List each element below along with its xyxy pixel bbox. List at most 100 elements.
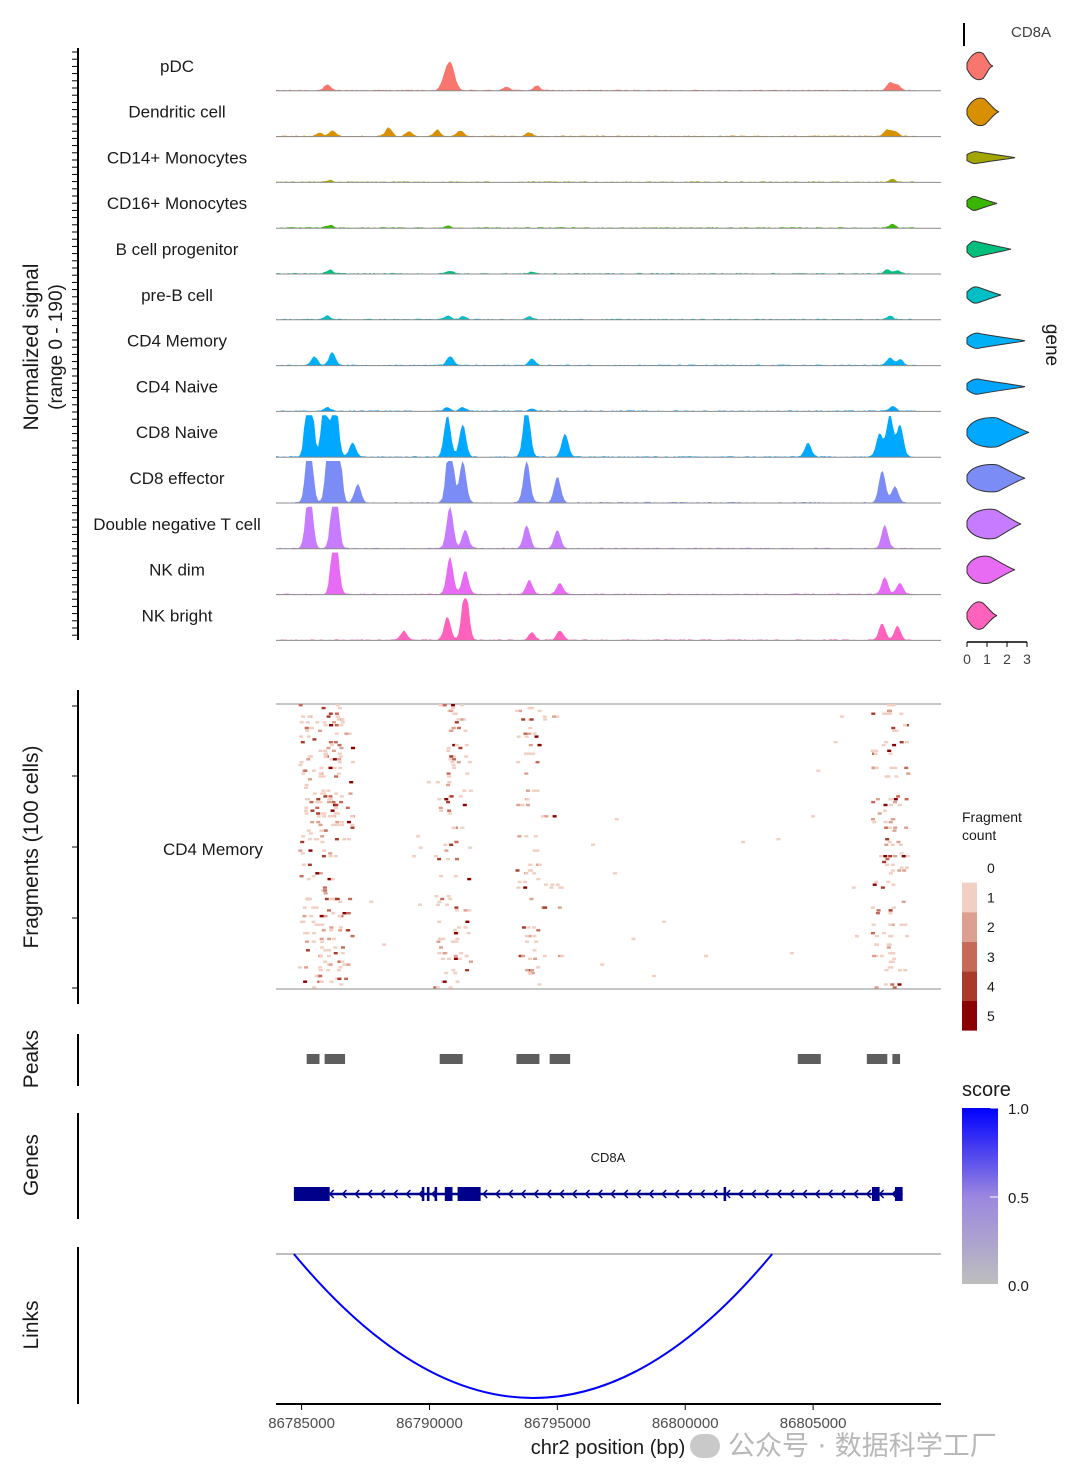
- fragment-cell: [516, 803, 521, 807]
- fragment-cell: [543, 883, 548, 886]
- fragment-cell: [312, 769, 316, 772]
- fragment-cell: [340, 823, 345, 827]
- gene-strand-arrow: [814, 1189, 821, 1199]
- fragment-cell: [306, 735, 311, 738]
- fragment-cell: [448, 709, 453, 713]
- fragment-cell: [552, 715, 557, 718]
- fragment-cell: [887, 704, 891, 707]
- fragment-cell: [894, 729, 899, 732]
- x-tick-label: 86790000: [396, 1415, 463, 1432]
- gene-strand-arrow: [354, 1189, 360, 1199]
- fragment-cell: [323, 755, 328, 758]
- track-label: CD4 Memory: [127, 332, 228, 351]
- fragment-cell: [337, 761, 342, 764]
- fragment-cell: [426, 781, 431, 784]
- fragment-cell: [335, 820, 340, 824]
- fragment-cell: [337, 914, 342, 918]
- fragment-cell: [898, 843, 903, 846]
- fragment-cell: [456, 718, 461, 721]
- fragment-cell: [516, 735, 521, 738]
- fragment-cell: [348, 792, 353, 795]
- coverage-area: [276, 406, 941, 412]
- fragment-cell: [326, 789, 331, 792]
- fragment-cell: [903, 923, 908, 926]
- track-label: CD4 Naive: [136, 377, 218, 396]
- fragment-cell: [535, 849, 540, 852]
- fragment-cell: [348, 897, 353, 901]
- fragment-cell: [520, 803, 525, 807]
- track-label: NK dim: [149, 561, 205, 580]
- fragment-cell: [331, 897, 335, 901]
- fragment-cell: [527, 957, 532, 960]
- fragment-cell: [528, 743, 533, 747]
- fragment-cell: [871, 800, 876, 804]
- gene-strand-arrow: [571, 1189, 578, 1199]
- gene-strand-arrow: [686, 1189, 693, 1199]
- fragment-cell: [871, 923, 876, 926]
- fragment-cell: [342, 963, 347, 966]
- fragment-cell: [888, 872, 893, 875]
- fragment-cell: [310, 820, 315, 824]
- fragment-cell: [307, 863, 312, 866]
- fragment-cell: [329, 926, 334, 929]
- fragment-cell: [886, 880, 891, 884]
- fragment-cell: [329, 980, 334, 983]
- fragment-cell: [811, 815, 816, 818]
- gene-exon: [723, 1187, 727, 1201]
- fragment-cell: [871, 818, 875, 821]
- x-tick-label: 86785000: [268, 1415, 335, 1432]
- fragment-cell: [537, 863, 542, 866]
- fragment-cell: [308, 897, 312, 901]
- fragment-cell: [532, 926, 536, 929]
- fragment-cell: [319, 914, 324, 918]
- track-label: NK bright: [142, 606, 213, 625]
- fragment-cell: [549, 886, 554, 889]
- fragment-cell: [874, 954, 879, 958]
- fragment-cell: [468, 846, 473, 849]
- fragment-cell: [306, 758, 311, 761]
- fragment-cell: [888, 923, 893, 926]
- fragment-cell: [888, 709, 892, 713]
- coverage-track: B cell progenitor: [116, 240, 941, 275]
- fragment-legend-label: 5: [987, 1008, 995, 1024]
- peak-region: [324, 1054, 346, 1064]
- fragment-cell: [891, 906, 896, 909]
- gene-strand-arrow: [673, 1189, 680, 1199]
- fragment-cell: [323, 829, 328, 832]
- fragment-cell: [523, 880, 528, 884]
- fragment-cell: [321, 789, 326, 792]
- fragment-cell: [435, 781, 440, 784]
- fragment-cell: [338, 766, 343, 770]
- fragment-cell: [314, 906, 319, 909]
- fragment-cell: [464, 743, 469, 747]
- fragment-cell: [300, 840, 305, 844]
- fragment-cell: [652, 974, 656, 978]
- fragment-cell: [304, 812, 309, 815]
- fragment-cell: [704, 954, 708, 958]
- fragment-cell: [537, 983, 542, 986]
- fragment-cell: [339, 724, 344, 727]
- fragment-cell: [442, 952, 447, 955]
- fragment-cell: [892, 829, 897, 832]
- fragment-cell: [903, 724, 907, 727]
- fragment-cell: [884, 775, 889, 778]
- fragment-cell: [904, 798, 909, 801]
- fragment-cell: [529, 897, 534, 901]
- fragment-cell: [306, 877, 311, 881]
- fragment-cell: [891, 704, 896, 707]
- fragment-cell: [303, 980, 308, 983]
- fragment-cell: [318, 800, 323, 804]
- fragment-cell: [349, 781, 354, 784]
- fragment-cell: [340, 820, 344, 824]
- fragment-cell: [331, 912, 336, 915]
- fragment-cell: [337, 758, 342, 761]
- links-y-label: Links: [20, 1300, 43, 1349]
- fragment-cell: [305, 729, 310, 732]
- fragment-cell: [412, 855, 417, 858]
- fragment-cell: [334, 712, 339, 715]
- fragment-cell: [524, 872, 529, 875]
- fragment-cell: [314, 838, 318, 841]
- fragment-cell: [327, 954, 332, 958]
- fragment-cell: [600, 963, 605, 966]
- fragment-cell: [874, 880, 879, 884]
